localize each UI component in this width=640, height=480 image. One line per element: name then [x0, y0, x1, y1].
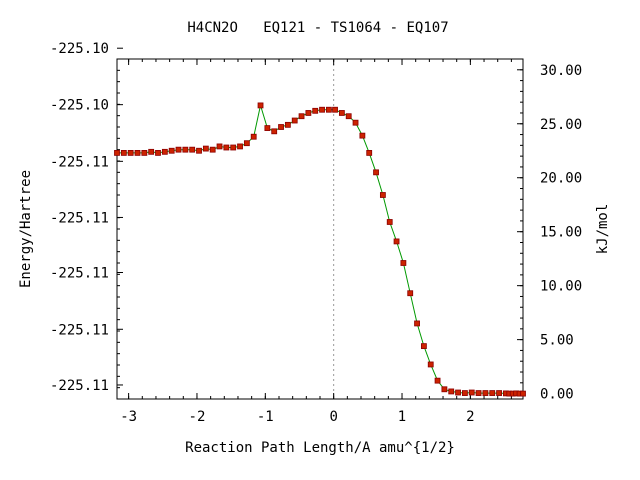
data-point	[305, 110, 312, 116]
data-point	[359, 132, 366, 139]
data-point	[434, 377, 441, 384]
data-point	[373, 169, 379, 176]
data-point	[489, 390, 496, 396]
left-tick-label: -225.11	[50, 210, 109, 226]
data-point	[407, 290, 414, 297]
x-tick-label: 1	[398, 409, 406, 425]
data-point	[319, 106, 325, 113]
data-point	[216, 143, 223, 150]
right-tick-label: 10.00	[540, 279, 582, 295]
data-point	[278, 124, 284, 130]
chart-title: H4CN2O EQ121 - TS1064 - EQ107	[187, 20, 448, 36]
left-tick-label: -225.11	[50, 265, 109, 281]
data-point	[134, 150, 141, 156]
data-point	[189, 146, 196, 153]
data-point	[455, 389, 461, 396]
data-point	[400, 260, 407, 266]
x-tick-label: 2	[466, 409, 474, 425]
left-tick-label: -225.11	[50, 322, 109, 338]
data-point	[420, 343, 427, 350]
plot-area: -3 -2 -1 0 1 2 -225.11 -225.11 -225.11 -225.11 -22…	[50, 41, 582, 425]
data-point	[386, 219, 393, 225]
left-tick-label: -225.10	[50, 41, 109, 57]
data-point	[414, 320, 420, 327]
data-point	[448, 388, 455, 395]
y-axis-label-left: Energy/Hartree	[18, 170, 34, 288]
data-point	[230, 144, 237, 151]
left-tick-label: -225.11	[50, 154, 109, 170]
right-tick-label: 0.00	[540, 387, 574, 403]
data-point	[379, 192, 386, 198]
data-point	[155, 150, 161, 156]
data-point	[325, 106, 332, 113]
right-tick-label: 5.00	[540, 333, 574, 349]
data-point	[468, 389, 475, 396]
data-point	[520, 390, 526, 397]
data-point	[482, 390, 489, 396]
data-point	[496, 390, 502, 396]
data-point	[141, 150, 148, 156]
data-point	[352, 119, 359, 126]
left-tick-label: -225.10	[50, 98, 109, 114]
data-point	[366, 150, 373, 156]
data-point	[441, 386, 448, 393]
data-point	[345, 113, 352, 120]
data-point	[196, 147, 202, 154]
data-point	[257, 102, 264, 109]
left-tick-label: -225.11	[50, 378, 109, 394]
data-point	[182, 146, 189, 153]
data-point	[332, 106, 338, 113]
data-point	[175, 146, 182, 153]
data-point	[127, 150, 134, 156]
right-tick-label: 30.00	[540, 63, 582, 79]
y-axis-label-right: kJ/mol	[595, 204, 611, 255]
x-tick-label: -2	[189, 409, 206, 425]
data-point	[148, 148, 155, 155]
data-point	[161, 148, 168, 155]
data-point	[120, 150, 127, 156]
data-point	[168, 147, 175, 154]
data-point	[338, 110, 345, 116]
data-point	[250, 133, 257, 140]
x-tick-label: 0	[329, 409, 337, 425]
data-point	[243, 140, 250, 147]
right-tick-label: 20.00	[540, 171, 582, 187]
data-point	[209, 146, 216, 153]
data-point	[264, 125, 271, 131]
right-tick-label: 15.00	[540, 225, 582, 241]
data-point	[393, 238, 400, 245]
data-point	[475, 390, 482, 396]
data-point	[202, 145, 209, 152]
x-tick-label: -1	[257, 409, 274, 425]
right-tick-label: 25.00	[540, 117, 582, 133]
data-point	[291, 117, 298, 124]
data-point	[114, 150, 120, 156]
data-point	[223, 144, 230, 151]
data-point	[271, 128, 278, 135]
data-point	[427, 361, 434, 368]
x-tick-label: -3	[120, 409, 137, 425]
data-point	[284, 121, 291, 128]
data-point	[462, 390, 468, 396]
data-point	[312, 107, 319, 114]
x-axis-label: Reaction Path Length/A amu^{1/2}	[185, 440, 455, 456]
data-point	[237, 143, 243, 150]
data-point	[298, 113, 305, 120]
